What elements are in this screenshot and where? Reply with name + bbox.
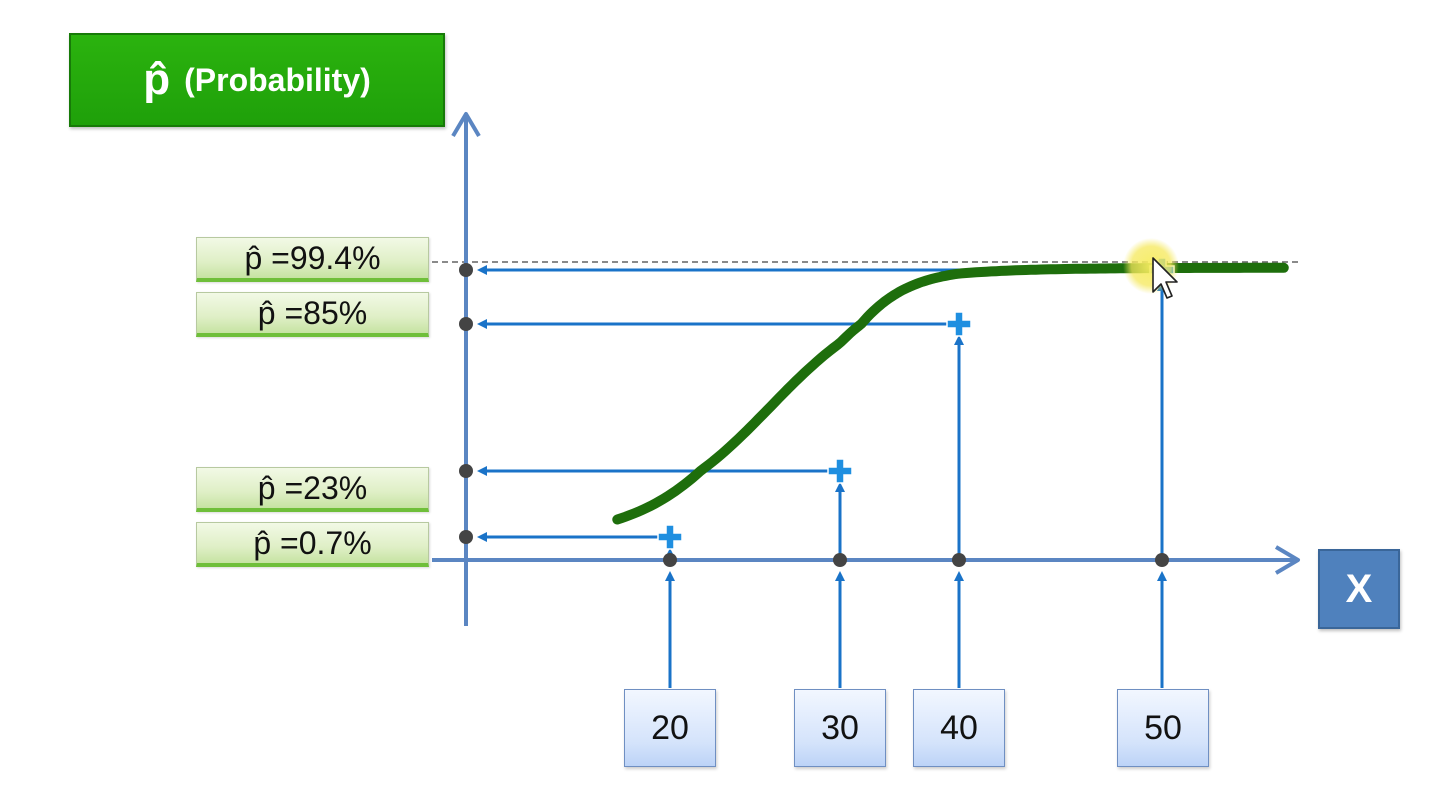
probability-title: p̂ (Probability) bbox=[69, 33, 445, 127]
curve-point-plus-icon bbox=[827, 458, 853, 484]
x-value-20: 20 bbox=[624, 689, 716, 767]
plus-shape bbox=[946, 311, 972, 337]
x-value-50: 50 bbox=[1117, 689, 1209, 767]
y-axis-dot bbox=[459, 530, 473, 544]
probability-title-text: (Probability) bbox=[184, 61, 371, 98]
x-axis-dot bbox=[952, 553, 966, 567]
p-label-0-7: p̂ =0.7% bbox=[196, 522, 429, 567]
p-hat-symbol: p̂ bbox=[143, 55, 171, 104]
logistic-curve bbox=[612, 262, 1289, 525]
x-value-30: 30 bbox=[794, 689, 886, 767]
x-value-40: 40 bbox=[913, 689, 1005, 767]
y-axis-dot bbox=[459, 317, 473, 331]
p-label-85: p̂ =85% bbox=[196, 292, 429, 337]
x-axis-dot bbox=[663, 553, 677, 567]
curve-point-plus-icon bbox=[946, 311, 972, 337]
x-axis-dot bbox=[833, 553, 847, 567]
plus-shape bbox=[827, 458, 853, 484]
p-label-23: p̂ =23% bbox=[196, 467, 429, 512]
y-axis-dot bbox=[459, 263, 473, 277]
curve-point-plus-icon bbox=[657, 524, 683, 550]
x-axis bbox=[432, 545, 1300, 575]
y-axis-dot bbox=[459, 464, 473, 478]
x-axis-dot bbox=[1155, 553, 1169, 567]
mouse-cursor bbox=[1123, 238, 1179, 299]
plus-shape bbox=[657, 524, 683, 550]
p-label-99-4: p̂ =99.4% bbox=[196, 237, 429, 282]
x-axis-label: X bbox=[1318, 549, 1400, 629]
y-axis bbox=[451, 112, 481, 626]
cursor-arrow-icon bbox=[1152, 257, 1178, 299]
